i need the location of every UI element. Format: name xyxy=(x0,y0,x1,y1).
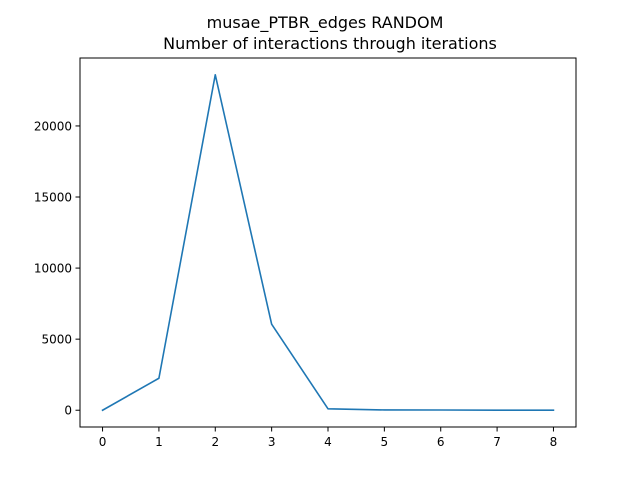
y-tick-label: 15000 xyxy=(34,191,72,205)
x-tick-label: 8 xyxy=(550,435,558,449)
x-tick-label: 1 xyxy=(155,435,163,449)
chart-subtitle: Number of interactions through iteration… xyxy=(163,34,497,53)
y-tick-label: 20000 xyxy=(34,119,72,133)
x-tick-label: 3 xyxy=(268,435,276,449)
series-line xyxy=(101,73,555,412)
y-axis: 0 5000 10000 15000 20000 xyxy=(34,119,80,418)
y-tick-label: 5000 xyxy=(41,333,72,347)
chart-title: musae_PTBR_edges RANDOM xyxy=(207,13,444,33)
x-tick-label: 2 xyxy=(211,435,219,449)
x-tick-label: 7 xyxy=(493,435,501,449)
x-axis: 0 1 2 3 4 5 6 7 8 xyxy=(99,427,558,449)
y-tick-label: 0 xyxy=(64,404,72,418)
series-group xyxy=(101,73,555,412)
plot-area-frame xyxy=(79,57,577,428)
x-tick-label: 4 xyxy=(324,435,332,449)
x-tick-label: 5 xyxy=(381,435,389,449)
x-tick-label: 0 xyxy=(99,435,107,449)
y-tick-label: 10000 xyxy=(34,262,72,276)
x-tick-label: 6 xyxy=(437,435,445,449)
